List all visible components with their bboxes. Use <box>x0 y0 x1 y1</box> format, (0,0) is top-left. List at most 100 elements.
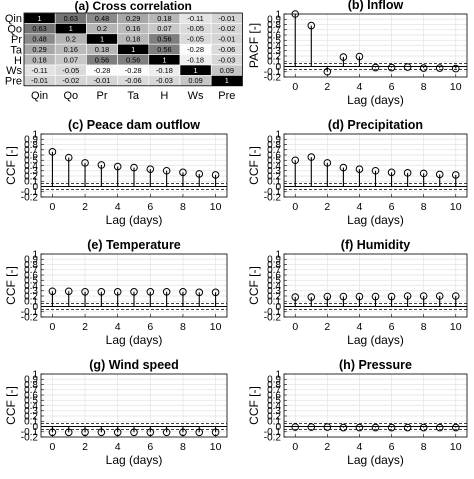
y-tick-label: 0.1 <box>24 297 38 308</box>
heatmap-cell-value: -0.02 <box>62 76 79 85</box>
heatmap-cell-value: 0.07 <box>157 24 171 33</box>
y-tick-label: 0 <box>32 302 38 313</box>
stem-marker <box>435 292 444 300</box>
y-tick-label: 0 <box>275 62 281 73</box>
x-tick-label: 10 <box>450 81 462 93</box>
y-tick-label: 0.1 <box>267 57 281 68</box>
heatmap-cell-value: 0.63 <box>32 24 46 33</box>
axes-frame <box>283 133 468 198</box>
stem-marker <box>419 292 428 300</box>
stem-marker <box>179 288 187 296</box>
x-tick-label: 2 <box>324 201 330 213</box>
stem-marker <box>113 162 122 171</box>
stem-marker <box>403 63 412 71</box>
y-tick-label: 1 <box>275 369 281 380</box>
y-tick-label: -0.2 <box>21 192 39 203</box>
heatmap-cell-value: 0.48 <box>32 35 46 44</box>
y-tick-label: 0.4 <box>24 161 38 172</box>
stem-marker <box>339 292 348 301</box>
y-tick-label: 0.8 <box>267 20 281 31</box>
stem-marker <box>146 165 155 173</box>
heatmap-col-label: Qin <box>31 90 48 102</box>
x-tick-label: 8 <box>421 441 427 453</box>
y-tick-label: 0.8 <box>24 380 38 391</box>
y-tick-label: 0.2 <box>24 171 38 182</box>
y-tick-label: -0.2 <box>21 432 39 443</box>
x-axis-label: Lag (days) <box>347 453 404 467</box>
y-tick-label: 0.6 <box>24 390 38 401</box>
stem-marker <box>48 287 57 296</box>
y-axis-label: PACF [-] <box>247 23 261 68</box>
stem-marker <box>387 63 396 72</box>
y-tick-label: 0.8 <box>267 260 281 271</box>
x-axis-label: Lag (days) <box>347 93 404 107</box>
y-tick-label: 0.1 <box>267 297 281 308</box>
heatmap-cell-value: 0.09 <box>220 66 234 75</box>
stem-marker <box>323 423 332 431</box>
heatmap-frame <box>23 12 243 87</box>
heatmap-cell-value: -0.06 <box>218 45 235 54</box>
heatmap-cell-value: 0.48 <box>95 14 109 23</box>
heatmap-cell-value: 0.16 <box>126 24 140 33</box>
x-tick-label: 8 <box>421 321 427 333</box>
y-tick-label: 1 <box>32 249 38 260</box>
y-tick-label: 0.5 <box>24 396 38 407</box>
stem-marker <box>355 292 364 301</box>
stem-marker <box>146 288 155 296</box>
x-tick-label: 10 <box>210 321 222 333</box>
heatmap-cell-value: 1 <box>100 35 104 44</box>
stem-marker <box>179 428 187 437</box>
y-tick-label: 0.8 <box>24 260 38 271</box>
heatmap-cell-value: 0.56 <box>157 35 171 44</box>
y-tick-label: 0.7 <box>267 25 281 36</box>
x-tick-label: 6 <box>147 201 153 213</box>
y-tick-label: 0.7 <box>24 145 38 156</box>
y-tick-label: 0.9 <box>267 15 281 26</box>
heatmap-cell-value: 0.56 <box>157 45 171 54</box>
stem-marker <box>403 423 412 432</box>
stem-panel: (b) Inflow-0.2-0.100.10.20.30.40.50.60.7… <box>247 0 468 107</box>
y-tick-label: 0.1 <box>24 177 38 188</box>
heatmap-cell-value: 1 <box>225 76 229 85</box>
heatmap-cell-value: -0.05 <box>187 35 204 44</box>
heatmap-row-label: Qo <box>7 24 22 36</box>
heatmap-cell-value: 1 <box>131 45 135 54</box>
x-tick-label: 10 <box>210 441 222 453</box>
stem-marker <box>371 166 380 175</box>
stem-marker <box>64 287 73 296</box>
y-tick-label: 1 <box>32 129 38 140</box>
stem-marker <box>81 428 89 437</box>
y-tick-label: 0.6 <box>24 150 38 161</box>
heatmap-cell-value: 1 <box>69 24 73 33</box>
stem-marker <box>130 428 138 437</box>
y-tick-label: 0 <box>32 182 38 193</box>
stem-panel: (c) Peace dam outflow-0.2-0.100.10.20.30… <box>4 118 228 227</box>
heatmap-cell-value: -0.01 <box>94 76 111 85</box>
heatmap-cell-value: 1 <box>194 66 198 75</box>
axes-frame <box>40 253 228 318</box>
y-tick-label: 0.3 <box>267 46 281 57</box>
stem-marker <box>355 52 364 61</box>
heatmap-row-label: Ws <box>6 65 22 77</box>
panel-title: (c) Peace dam outflow <box>68 118 200 132</box>
stem-marker <box>195 170 204 178</box>
y-tick-label: 0.2 <box>24 411 38 422</box>
stem-panel: (f) Humidity-0.2-0.100.10.20.30.40.50.60… <box>247 238 468 347</box>
x-axis-label: Lag (days) <box>347 333 404 347</box>
y-tick-label: 0.3 <box>24 166 38 177</box>
y-tick-label: 0.6 <box>24 270 38 281</box>
panel-title: (b) Inflow <box>348 0 404 12</box>
y-tick-label: 0.4 <box>267 41 281 52</box>
x-tick-label: 0 <box>292 81 298 93</box>
x-axis-label: Lag (days) <box>106 333 163 347</box>
heatmap-title: (a) Cross correlation <box>75 0 192 13</box>
x-tick-label: 10 <box>450 441 462 453</box>
heatmap-cell-value: 0.29 <box>126 14 140 23</box>
y-tick-label: 0.5 <box>267 396 281 407</box>
x-tick-label: 8 <box>421 81 427 93</box>
y-axis-label: CCF [-] <box>247 146 261 185</box>
axes-frame <box>40 373 228 438</box>
y-tick-label: 0.7 <box>267 145 281 156</box>
y-tick-label: 0.9 <box>24 255 38 266</box>
